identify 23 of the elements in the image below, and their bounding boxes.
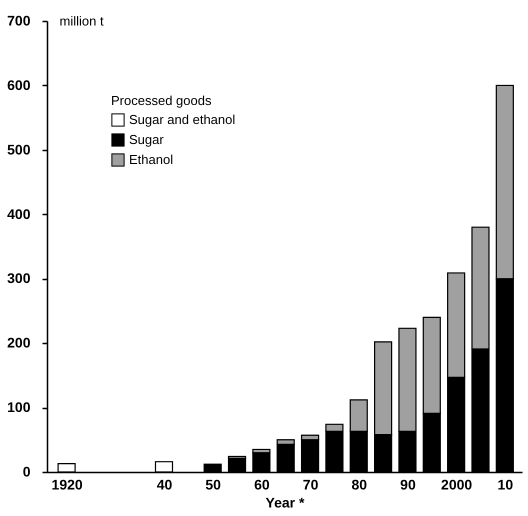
y-tick-label: 600 [7, 76, 31, 93]
y-tick-label: 400 [7, 206, 31, 222]
y-tick-label: 700 [7, 12, 31, 28]
x-tick-label: 80 [351, 476, 368, 492]
legend-title: Processed goods [111, 93, 212, 108]
x-tick-label: 70 [302, 476, 319, 492]
y-tick-label: 0 [22, 464, 31, 480]
y-tick-label: 500 [7, 141, 31, 158]
x-tick-label: 60 [254, 476, 270, 492]
y-axis-title: million t [60, 14, 104, 28]
legend-label: Sugar [129, 132, 164, 147]
x-tick-label: 10 [498, 476, 514, 492]
x-axis-title: Year * [266, 494, 306, 510]
y-tick-label: 200 [7, 334, 31, 351]
x-tick-label: 40 [156, 476, 172, 492]
y-tick-label: 300 [7, 270, 31, 286]
x-tick-label: 1920 [52, 476, 83, 492]
legend-label: Sugar and ethanol [129, 112, 236, 127]
x-tick-label: 50 [205, 476, 222, 492]
y-tick-label: 100 [7, 399, 31, 416]
x-tick-label: 2000 [441, 476, 472, 492]
x-tick-label: 90 [400, 476, 416, 492]
legend-label: Ethanol [129, 152, 174, 167]
